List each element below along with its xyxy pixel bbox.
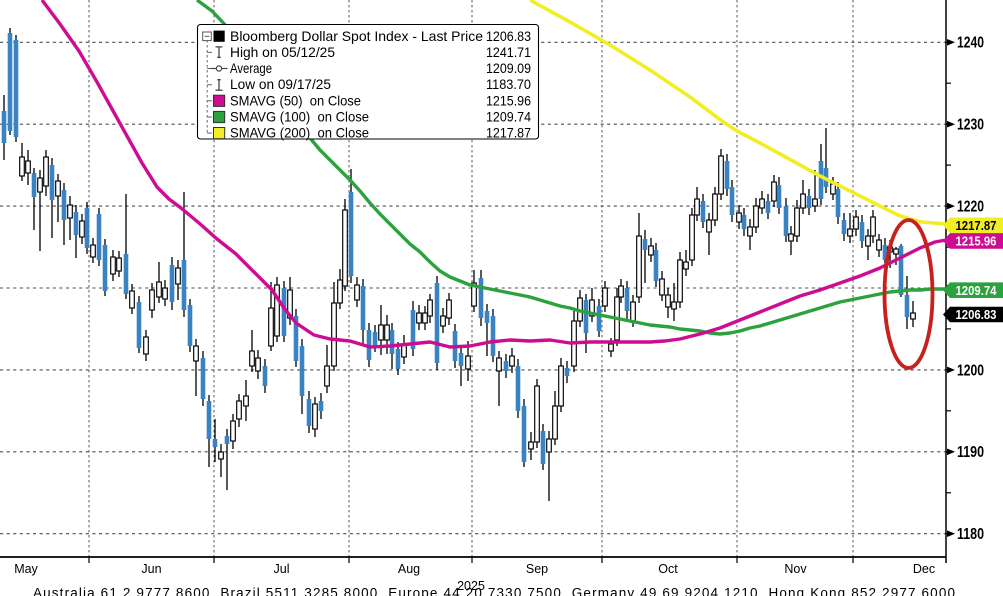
svg-text:Aug: Aug: [398, 562, 420, 576]
svg-text:Dec: Dec: [913, 562, 935, 576]
svg-text:May: May: [14, 562, 38, 576]
svg-text:1220: 1220: [957, 199, 984, 216]
svg-text:SMAVG (100) on Close: SMAVG (100) on Close: [230, 109, 369, 125]
svg-text:1183.70: 1183.70: [486, 76, 531, 92]
svg-text:1190: 1190: [957, 444, 984, 461]
svg-text:1206.83: 1206.83: [956, 308, 997, 322]
svg-text:Bloomberg Dollar Spot Index -: Bloomberg Dollar Spot Index - Last Price: [230, 28, 483, 44]
svg-text:2025: 2025: [457, 579, 485, 593]
svg-text:1215.96: 1215.96: [486, 92, 531, 108]
svg-text:1217.87: 1217.87: [486, 125, 531, 141]
svg-text:Jul: Jul: [274, 562, 290, 576]
svg-text:1206.83: 1206.83: [486, 28, 531, 44]
svg-text:Jun: Jun: [141, 562, 161, 576]
svg-text:1209.74: 1209.74: [486, 109, 531, 125]
svg-text:1200: 1200: [957, 362, 984, 379]
svg-text:1240: 1240: [957, 35, 984, 52]
svg-text:1230: 1230: [957, 117, 984, 134]
svg-text:Australia 61 2 9777 8600 Braz: Australia 61 2 9777 8600 Brazil 5511 328…: [33, 586, 955, 596]
svg-text:SMAVG (50) on Close: SMAVG (50) on Close: [230, 92, 361, 108]
svg-text:Average: Average: [230, 60, 272, 76]
svg-text:1209.09: 1209.09: [486, 60, 531, 76]
svg-text:1241.71: 1241.71: [486, 44, 531, 60]
svg-text:1180: 1180: [957, 526, 984, 543]
svg-text:1217.87: 1217.87: [956, 219, 997, 233]
svg-text:Sep: Sep: [526, 562, 548, 576]
svg-text:Oct: Oct: [658, 562, 678, 576]
svg-text:Low on 09/17/25: Low on 09/17/25: [230, 76, 331, 92]
svg-text:Nov: Nov: [784, 562, 807, 576]
svg-text:1209.74: 1209.74: [956, 284, 997, 298]
svg-text:SMAVG (200) on Close: SMAVG (200) on Close: [230, 125, 369, 141]
svg-text:High on 05/12/25: High on 05/12/25: [230, 44, 335, 60]
svg-text:1215.96: 1215.96: [956, 235, 997, 249]
